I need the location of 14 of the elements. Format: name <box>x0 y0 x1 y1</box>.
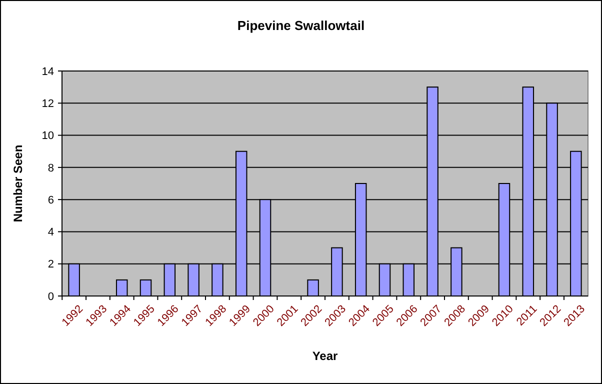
y-tick-label: 4 <box>48 226 54 239</box>
y-tick-label: 10 <box>42 130 54 142</box>
y-tick-label: 14 <box>42 66 54 78</box>
chart-title: Pipevine Swallowtail <box>237 18 365 33</box>
y-tick-label: 12 <box>42 98 54 110</box>
bar <box>116 279 128 296</box>
y-tick-label: 8 <box>48 162 54 174</box>
bar <box>140 279 152 296</box>
y-tick-label: 2 <box>48 258 54 271</box>
bar <box>307 279 319 296</box>
y-axis-title: Number Seen <box>11 144 25 222</box>
y-tick-label: 6 <box>48 194 54 206</box>
x-axis-title: Year <box>312 349 338 363</box>
y-tick-label: 0 <box>48 290 54 303</box>
